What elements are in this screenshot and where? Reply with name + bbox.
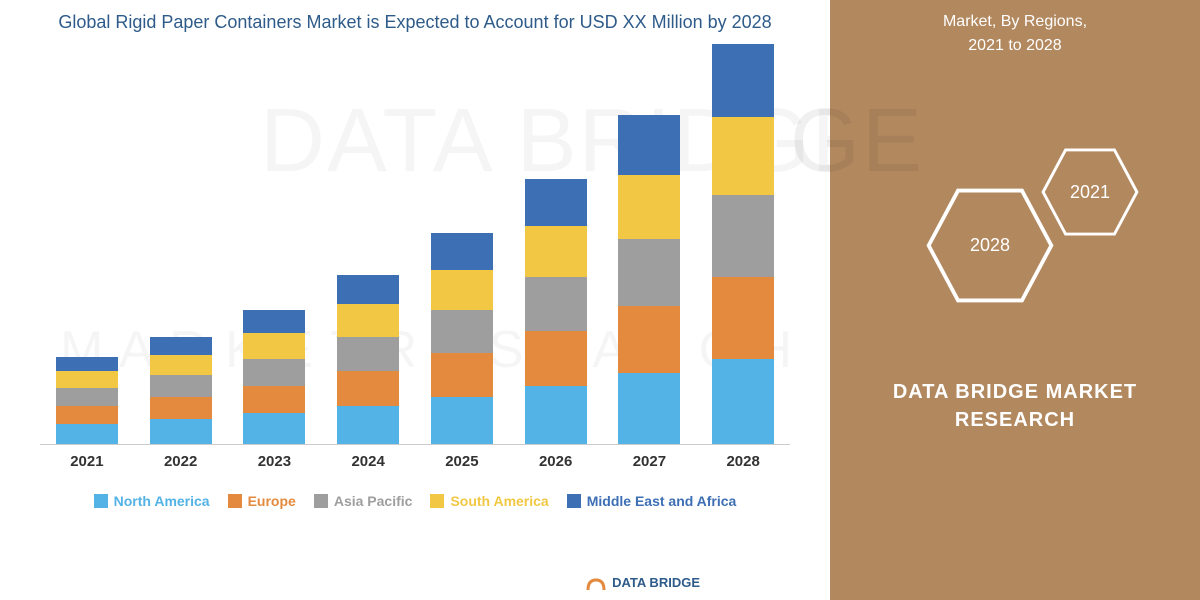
bar-segment — [56, 388, 118, 406]
bar-segment — [525, 226, 587, 277]
bar-segment — [712, 277, 774, 359]
x-axis-label: 2028 — [712, 453, 774, 470]
bar-segment — [56, 406, 118, 424]
bar-segment — [56, 357, 118, 372]
bar-segment — [618, 115, 680, 175]
x-axis-label: 2021 — [56, 453, 118, 470]
x-axis-label: 2027 — [618, 453, 680, 470]
bar-segment — [712, 195, 774, 277]
x-axis-label: 2023 — [243, 453, 305, 470]
bar-segment — [337, 337, 399, 372]
bar-stack — [337, 275, 399, 444]
bar-stack — [56, 357, 118, 444]
chart-title: Global Rigid Paper Containers Market is … — [20, 10, 810, 35]
legend-label: Europe — [248, 493, 296, 509]
bar-segment — [243, 310, 305, 334]
bar-segment — [431, 233, 493, 269]
bar-segment — [150, 375, 212, 397]
x-axis-labels: 2021 2022 2023 2024 2025 2026 2027 2028 — [40, 453, 790, 470]
bar-segment — [525, 331, 587, 386]
bar-group — [618, 115, 680, 444]
bar-segment — [618, 239, 680, 306]
bar-stack — [150, 337, 212, 444]
legend-swatch-icon — [567, 494, 581, 508]
bar-segment — [337, 371, 399, 406]
right-panel: GE Market, By Regions,2021 to 2028 2028 … — [830, 0, 1200, 600]
bar-stack — [712, 44, 774, 444]
bar-segment — [525, 277, 587, 332]
bar-segment — [150, 355, 212, 375]
legend-item: Europe — [228, 493, 296, 509]
hexagon-group: 2028 2021 — [830, 128, 1200, 348]
legend-label: Middle East and Africa — [587, 493, 737, 509]
hexagon-2028: 2028 — [925, 188, 1055, 303]
bar-segment — [525, 179, 587, 226]
bar-segment — [56, 371, 118, 387]
root-container: DATA BRIDGE M A R K E T R E S E A R C H … — [0, 0, 1200, 600]
legend-label: Asia Pacific — [334, 493, 413, 509]
bar-segment — [431, 397, 493, 444]
bar-segment — [56, 424, 118, 444]
bar-segment — [618, 373, 680, 444]
bar-segment — [618, 175, 680, 239]
x-axis-label: 2022 — [150, 453, 212, 470]
bar-segment — [243, 386, 305, 413]
bar-segment — [712, 359, 774, 444]
bar-segment — [712, 44, 774, 117]
bar-stack — [618, 115, 680, 444]
bar-group — [56, 357, 118, 444]
legend-label: North America — [114, 493, 210, 509]
footer-brand-logo: DATA BRIDGE — [586, 572, 700, 592]
bar-segment — [337, 406, 399, 444]
x-axis-label: 2026 — [525, 453, 587, 470]
footer-logo-mark-icon — [586, 572, 606, 592]
chart-panel: DATA BRIDGE M A R K E T R E S E A R C H … — [0, 0, 830, 600]
legend-item: South America — [430, 493, 548, 509]
bar-segment — [243, 333, 305, 358]
bar-segment — [618, 306, 680, 373]
legend-swatch-icon — [430, 494, 444, 508]
legend-item: Asia Pacific — [314, 493, 413, 509]
chart-legend: North America Europe Asia Pacific South Ame… — [20, 493, 810, 509]
bar-segment — [525, 386, 587, 444]
x-axis-label: 2024 — [337, 453, 399, 470]
bar-segment — [243, 359, 305, 386]
bar-group — [243, 310, 305, 445]
right-panel-title: Market, By Regions,2021 to 2028 — [830, 0, 1200, 58]
chart-area: 2021 2022 2023 2024 2025 2026 2027 2028 — [40, 45, 790, 475]
bar-group — [712, 44, 774, 444]
bar-segment — [243, 413, 305, 444]
x-axis-label: 2025 — [431, 453, 493, 470]
bar-segment — [337, 275, 399, 304]
bar-segment — [431, 353, 493, 397]
bars-container — [40, 45, 790, 445]
legend-swatch-icon — [94, 494, 108, 508]
bar-group — [431, 233, 493, 444]
brand-name: DATA BRIDGE MARKET RESEARCH — [830, 378, 1200, 434]
legend-label: South America — [450, 493, 548, 509]
bar-segment — [712, 117, 774, 195]
bar-segment — [431, 270, 493, 310]
bar-segment — [150, 337, 212, 355]
bar-segment — [150, 397, 212, 419]
bar-segment — [431, 310, 493, 354]
hexagon-2021: 2021 — [1040, 148, 1140, 236]
bar-group — [337, 275, 399, 444]
footer-logo-text: DATA BRIDGE — [612, 575, 700, 590]
legend-item: Middle East and Africa — [567, 493, 737, 509]
legend-item: North America — [94, 493, 210, 509]
bar-segment — [337, 304, 399, 337]
hexagon-2021-label: 2021 — [1070, 182, 1110, 203]
bar-segment — [150, 419, 212, 444]
bar-group — [525, 179, 587, 444]
bar-stack — [243, 310, 305, 445]
hexagon-2028-label: 2028 — [970, 235, 1010, 256]
bar-stack — [525, 179, 587, 444]
bar-stack — [431, 233, 493, 444]
legend-swatch-icon — [228, 494, 242, 508]
legend-swatch-icon — [314, 494, 328, 508]
bar-group — [150, 337, 212, 444]
